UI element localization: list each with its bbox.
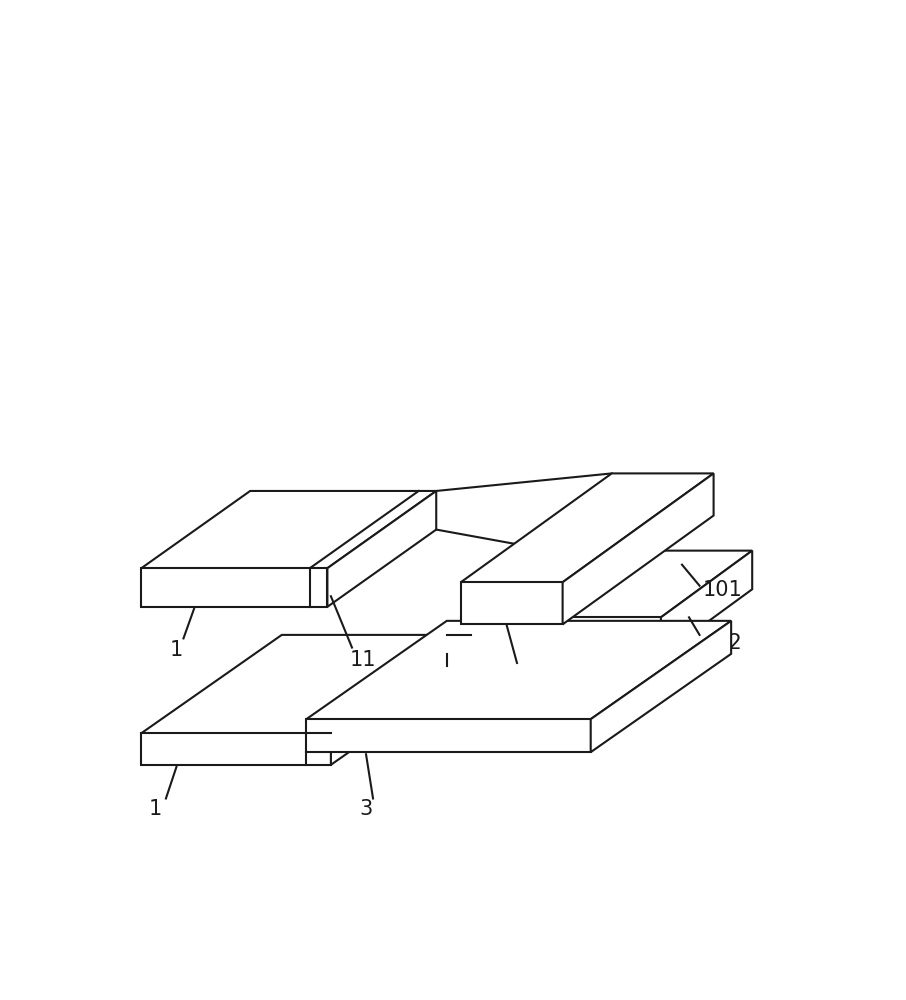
Text: 11: 11 xyxy=(350,650,376,670)
Polygon shape xyxy=(141,635,471,733)
Polygon shape xyxy=(661,551,752,656)
Polygon shape xyxy=(141,491,437,568)
Polygon shape xyxy=(461,473,714,582)
Text: 3: 3 xyxy=(360,799,372,819)
Polygon shape xyxy=(461,617,661,656)
Polygon shape xyxy=(331,635,471,765)
Text: 3: 3 xyxy=(504,665,516,685)
Polygon shape xyxy=(461,582,563,624)
Polygon shape xyxy=(563,473,714,624)
Polygon shape xyxy=(461,551,752,617)
Text: 102: 102 xyxy=(703,633,743,653)
Polygon shape xyxy=(306,621,731,719)
Polygon shape xyxy=(327,491,437,607)
Polygon shape xyxy=(141,733,331,765)
Text: 1: 1 xyxy=(149,799,162,819)
Polygon shape xyxy=(141,568,327,607)
Text: 1: 1 xyxy=(169,640,183,660)
Polygon shape xyxy=(591,621,731,752)
Text: 101: 101 xyxy=(703,580,743,600)
Polygon shape xyxy=(306,719,591,752)
